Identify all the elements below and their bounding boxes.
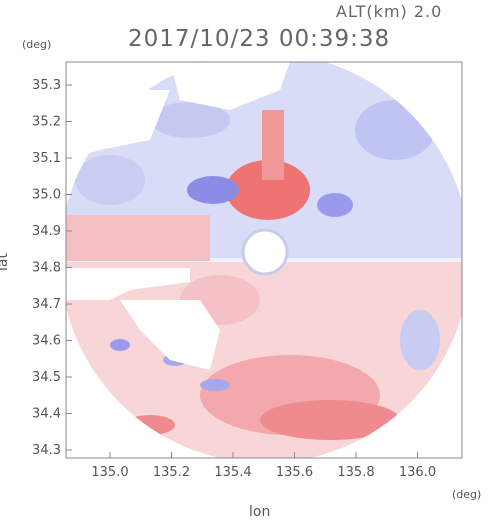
- y-tick-label: 34.5: [32, 370, 61, 385]
- y-tick-label: 35.0: [32, 188, 61, 203]
- y-axis: 35.3 35.2 35.1 35.0 34.9 34.8 34.7 34.6 34.5 34.4…: [32, 78, 72, 458]
- y-tick-label: 34.3: [32, 443, 61, 458]
- timestamp-title: 2017/10/23 00:39:38: [128, 26, 391, 52]
- y-tick-label: 35.3: [32, 78, 61, 93]
- x-axis-name: lon: [249, 504, 271, 520]
- x-axis: 135.0 135.2 135.4 135.6 135.8 136.0: [91, 452, 436, 480]
- plot-frame: [65, 61, 463, 459]
- x-tick-label: 135.2: [153, 465, 190, 480]
- y-tick-label: 34.4: [32, 407, 61, 422]
- y-tick-label: 35.2: [32, 115, 61, 130]
- x-tick-label: 135.4: [214, 465, 251, 480]
- y-tick-label: 34.6: [32, 334, 61, 349]
- y-tick-label: 34.9: [32, 224, 61, 239]
- y-tick-label: 34.8: [32, 261, 61, 276]
- y-axis-unit: (deg): [22, 38, 52, 51]
- x-axis-unit: (deg): [452, 488, 482, 501]
- x-tick-label: 136.0: [399, 465, 436, 480]
- x-tick-label: 135.8: [337, 465, 374, 480]
- x-tick-label: 135.6: [276, 465, 313, 480]
- x-tick-label: 135.0: [91, 465, 128, 480]
- y-tick-label: 35.1: [32, 151, 61, 166]
- y-tick-label: 34.7: [32, 297, 61, 312]
- radar-field: [66, 62, 462, 458]
- altitude-label: ALT(km) 2.0: [336, 2, 443, 21]
